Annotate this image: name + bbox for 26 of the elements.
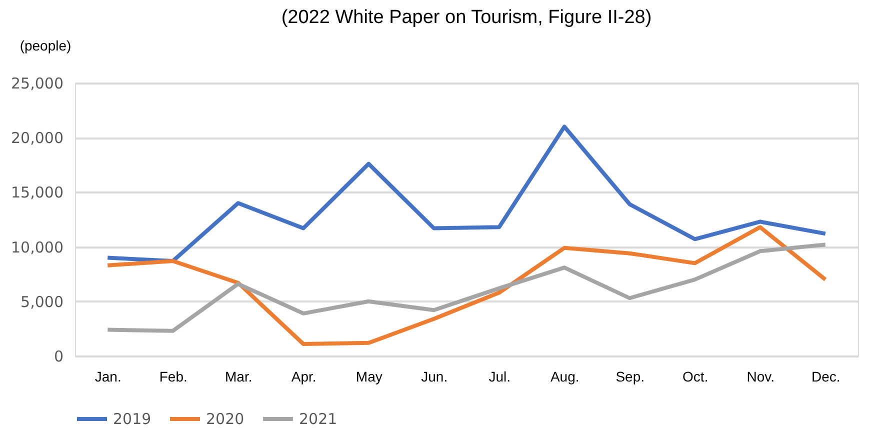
x-tick-label: Jan. xyxy=(94,368,122,384)
y-tick-label: 25,000 xyxy=(11,74,64,92)
x-tick-label: Nov. xyxy=(746,368,774,384)
x-tick-label: Feb. xyxy=(159,368,188,384)
x-tick-label: Jun. xyxy=(421,368,448,384)
x-tick-label: Aug. xyxy=(550,368,580,384)
legend-label: 2019 xyxy=(113,410,152,428)
x-tick-label: Sep. xyxy=(616,368,645,384)
legend-label: 2021 xyxy=(299,410,338,428)
line-series xyxy=(106,225,828,346)
x-tick-label: May xyxy=(356,368,382,384)
y-tick-label: 5,000 xyxy=(20,292,64,311)
line-series xyxy=(106,124,828,263)
legend-label: 2020 xyxy=(206,410,244,428)
y-axis-title: (people) xyxy=(20,38,72,54)
y-tick-label: 0 xyxy=(54,348,64,366)
x-tick-label: Oct. xyxy=(682,368,708,384)
x-tick-label: Dec. xyxy=(811,368,840,384)
x-tick-label: Apr. xyxy=(291,368,316,384)
x-tick-label: Mar. xyxy=(225,368,252,384)
x-tick-label: Jul. xyxy=(488,368,511,384)
y-tick-label: 15,000 xyxy=(11,184,64,202)
chart-title: (2022 White Paper on Tourism, Figure II-28) xyxy=(281,7,652,28)
line-series xyxy=(106,242,828,333)
y-tick-label: 10,000 xyxy=(11,238,64,256)
y-tick-label: 20,000 xyxy=(11,129,64,148)
